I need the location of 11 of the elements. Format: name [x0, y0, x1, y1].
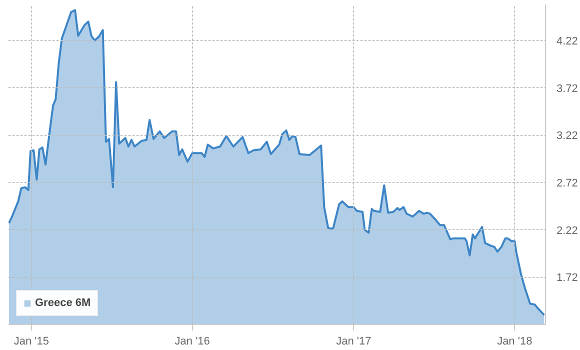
x-tick-label: Jan '15 — [14, 336, 50, 348]
x-tick-label: Jan '17 — [336, 336, 372, 348]
y-tick-label: 2.72 — [556, 177, 578, 190]
y-tick-label: 3.22 — [556, 130, 578, 142]
y-tick-label: 1.72 — [556, 272, 578, 284]
legend-label: Greece 6M — [35, 297, 91, 309]
x-tick-label: Jan '18 — [497, 336, 532, 348]
y-tick-label: 2.22 — [556, 224, 578, 237]
x-tick-label: Jan '16 — [174, 336, 210, 348]
y-tick-label: 4.22 — [556, 35, 578, 48]
y-tick-label: 3.72 — [556, 82, 578, 95]
